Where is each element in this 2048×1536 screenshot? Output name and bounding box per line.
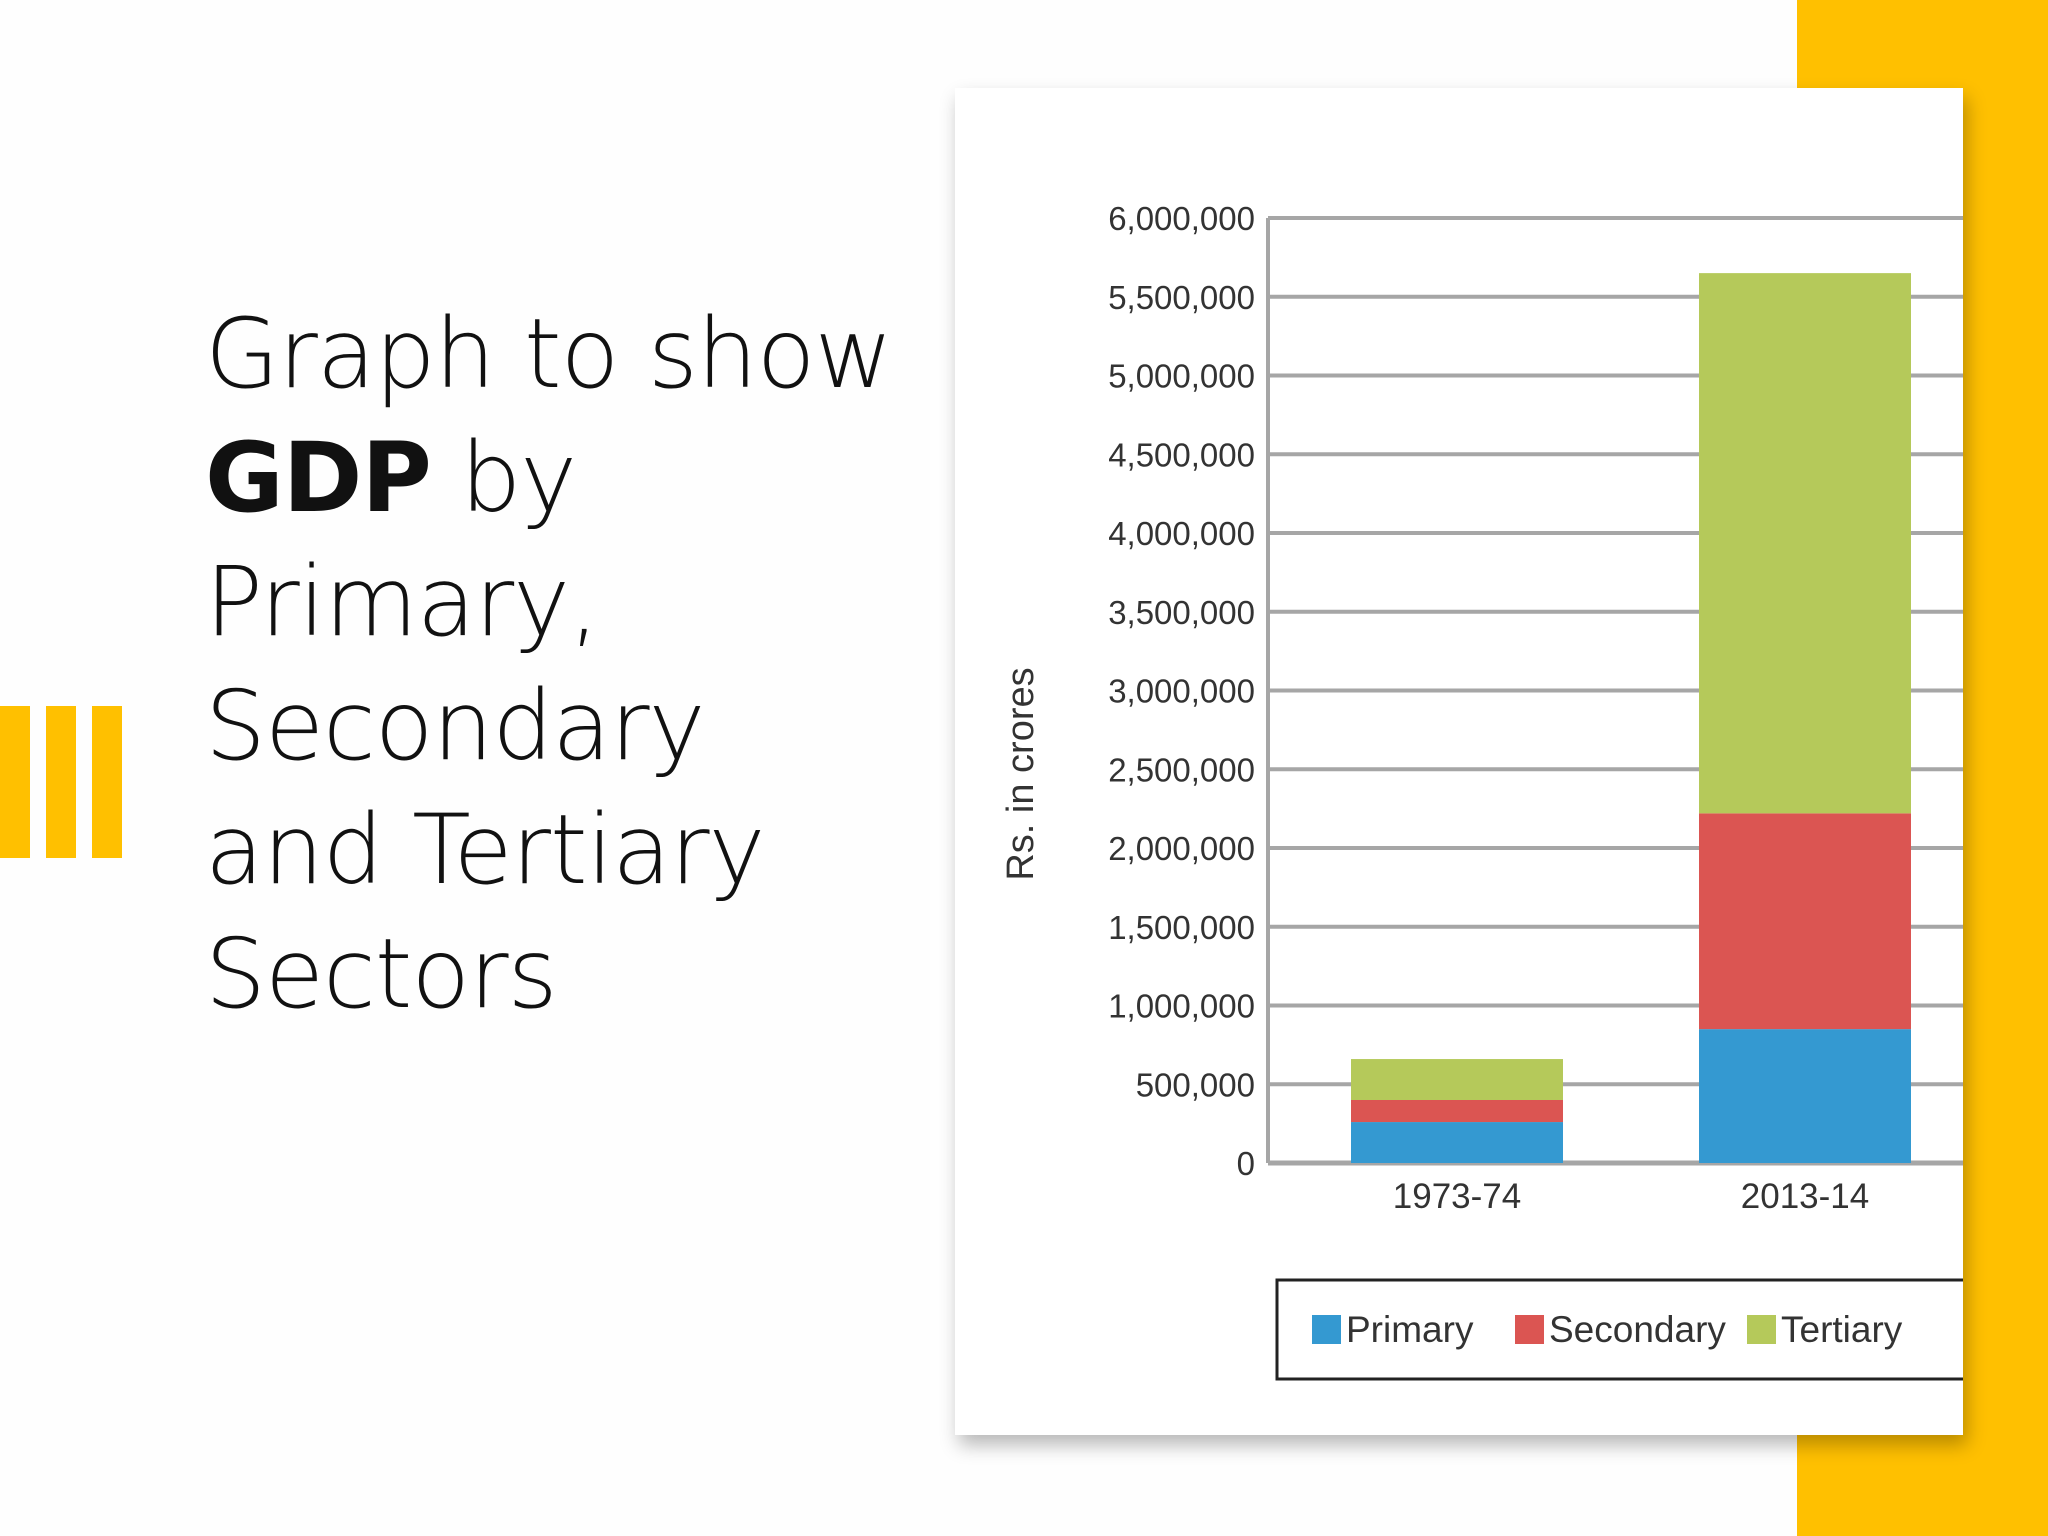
y-tick-label: 6,000,000: [1108, 200, 1255, 237]
x-tick-label: 1973-74: [1393, 1177, 1521, 1216]
y-tick-label: 3,500,000: [1108, 594, 1255, 631]
y-tick-label: 5,000,000: [1108, 358, 1255, 395]
deco-bar-3: [92, 706, 122, 858]
x-tick-label: 2013-14: [1741, 1177, 1869, 1216]
bar-segment-primary: [1351, 1122, 1563, 1163]
y-tick-label: 2,500,000: [1108, 751, 1255, 788]
legend-swatch-primary: [1312, 1315, 1341, 1344]
legend-swatch-tertiary: [1747, 1315, 1776, 1344]
bar-segment-tertiary: [1699, 273, 1911, 814]
bar-segment-tertiary: [1351, 1059, 1563, 1100]
legend: Primary Secondary Tertiary: [1275, 1278, 1963, 1381]
legend-box: [1275, 1278, 1963, 1381]
y-tick-label: 0: [1237, 1145, 1255, 1182]
legend-label-primary: Primary: [1346, 1309, 1474, 1350]
title-part-1: Graph to show: [205, 298, 893, 410]
gdp-stacked-bar-chart: 0 500,000 1,000,000 1,500,000 2,000,000 2,500…: [1000, 200, 1963, 1381]
bar-segment-secondary: [1351, 1100, 1563, 1123]
y-tick-label: 500,000: [1136, 1066, 1255, 1103]
y-tick-label: 4,500,000: [1108, 436, 1255, 473]
legend-label-secondary: Secondary: [1549, 1309, 1726, 1350]
chart-card: 0 500,000 1,000,000 1,500,000 2,000,000 2,500…: [955, 88, 1963, 1435]
title-bold-gdp: GDP: [205, 422, 432, 534]
legend-swatch-secondary: [1515, 1315, 1544, 1344]
y-tick-label: 5,500,000: [1108, 279, 1255, 316]
y-tick-label: 1,500,000: [1108, 909, 1255, 946]
y-tick-label: 3,000,000: [1108, 673, 1255, 710]
bar-segment-secondary: [1699, 813, 1911, 1030]
legend-label-tertiary: Tertiary: [1781, 1309, 1903, 1350]
title-part-2: by Primary, Secondary and Tertiary Secto…: [205, 422, 765, 1030]
y-tick-label: 2,000,000: [1108, 830, 1255, 867]
deco-bar-2: [46, 706, 76, 858]
bar-layer: [1351, 273, 1911, 1163]
bar-segment-primary: [1699, 1029, 1911, 1163]
axis-layer: 0 500,000 1,000,000 1,500,000 2,000,000 2,500…: [1108, 200, 1869, 1216]
y-tick-label: 4,000,000: [1108, 515, 1255, 552]
y-axis-label: Rs. in crores: [1000, 667, 1042, 880]
deco-bar-1: [0, 706, 30, 858]
y-tick-label: 1,000,000: [1108, 988, 1255, 1025]
slide-title: Graph to show GDP by Primary, Secondary …: [205, 292, 905, 1036]
